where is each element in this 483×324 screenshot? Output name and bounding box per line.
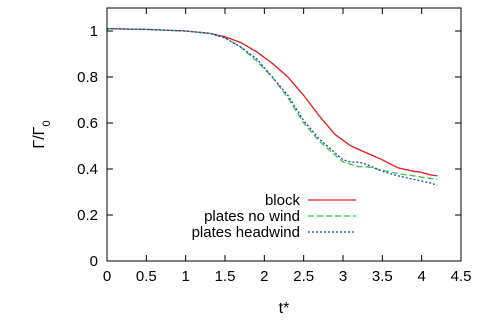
y-tick-label: 0.8	[77, 69, 98, 86]
y-tick-label: 0.6	[77, 115, 98, 132]
plot-frame	[106, 7, 462, 262]
x-tick-label: 1	[181, 268, 189, 285]
y-axis-label-subscript: 0	[41, 120, 53, 126]
x-axis-label: t*	[279, 300, 290, 317]
y-axis-label-main: Γ/Γ	[31, 126, 48, 148]
series-line-3	[106, 28, 438, 186]
y-tick-label: 1	[90, 23, 98, 40]
x-tick-label: 4.5	[451, 268, 472, 285]
x-tick-label: 3	[339, 268, 347, 285]
x-tick-label: 2.5	[293, 268, 314, 285]
legend-label: plates headwind	[192, 224, 300, 241]
x-tick-label: 0	[103, 268, 111, 285]
x-tick-label: 3.5	[372, 268, 393, 285]
y-tick-label: 0.2	[77, 207, 98, 224]
y-tick-label: 0.4	[77, 161, 98, 178]
x-tick-label: 0.5	[136, 268, 157, 285]
svg-text:Γ/Γ0: Γ/Γ0	[31, 120, 53, 148]
x-tick-label: 4	[417, 268, 425, 285]
tick-labels: 0 0.5 1 1.5 2 2.5 3 3.5 4 4.5 0 0.2 0.4 0.6 0.8 1	[77, 23, 471, 285]
y-axis-label: Γ/Γ0	[31, 120, 53, 148]
series-line-1	[106, 28, 438, 177]
series-layer	[106, 28, 438, 186]
axis-ticks	[106, 8, 462, 262]
legend-label: block	[265, 192, 301, 209]
x-tick-label: 2	[260, 268, 268, 285]
y-tick-label: 0	[90, 253, 98, 270]
legend-label: plates no wind	[204, 208, 300, 225]
series-line-2	[106, 28, 438, 181]
x-tick-label: 1.5	[215, 268, 236, 285]
